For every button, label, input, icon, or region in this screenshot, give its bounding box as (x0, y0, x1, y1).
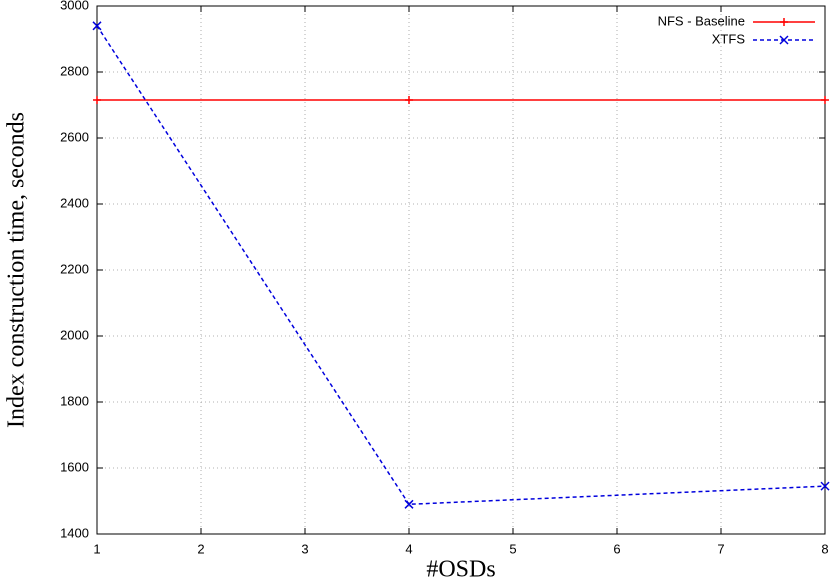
y-tick-label: 2600 (60, 129, 89, 144)
y-tick-label: 3000 (60, 0, 89, 12)
x-tick-label: 3 (301, 541, 308, 556)
legend-marker (779, 35, 789, 45)
y-axis-label: Index construction time, seconds (4, 112, 30, 428)
data-point (820, 481, 830, 491)
legend-label: NFS - Baseline (658, 13, 745, 28)
legend-marker (780, 18, 788, 26)
x-tick-label: 5 (509, 541, 516, 556)
x-tick-label: 6 (613, 541, 620, 556)
y-tick-label: 1800 (60, 393, 89, 408)
data-point (404, 499, 414, 509)
x-axis-label: #OSDs (426, 557, 495, 582)
data-point (93, 96, 101, 105)
y-tick-label: 2000 (60, 327, 89, 342)
y-tick-label: 2200 (60, 261, 89, 276)
y-tick-label: 1600 (60, 459, 89, 474)
x-tick-label: 2 (197, 541, 204, 556)
data-point (821, 96, 829, 105)
x-tick-label: 8 (821, 541, 828, 556)
y-tick-label: 2800 (60, 63, 89, 78)
x-tick-label: 4 (405, 541, 412, 556)
x-tick-label: 1 (93, 541, 100, 556)
series-line (96, 25, 826, 506)
x-tick-label: 7 (717, 541, 724, 556)
data-point (92, 21, 102, 31)
y-tick-label: 1400 (60, 525, 89, 540)
plot-frame (96, 5, 826, 535)
legend-label: XTFS (712, 31, 746, 46)
data-point (405, 96, 413, 105)
y-tick-label: 2400 (60, 195, 89, 210)
